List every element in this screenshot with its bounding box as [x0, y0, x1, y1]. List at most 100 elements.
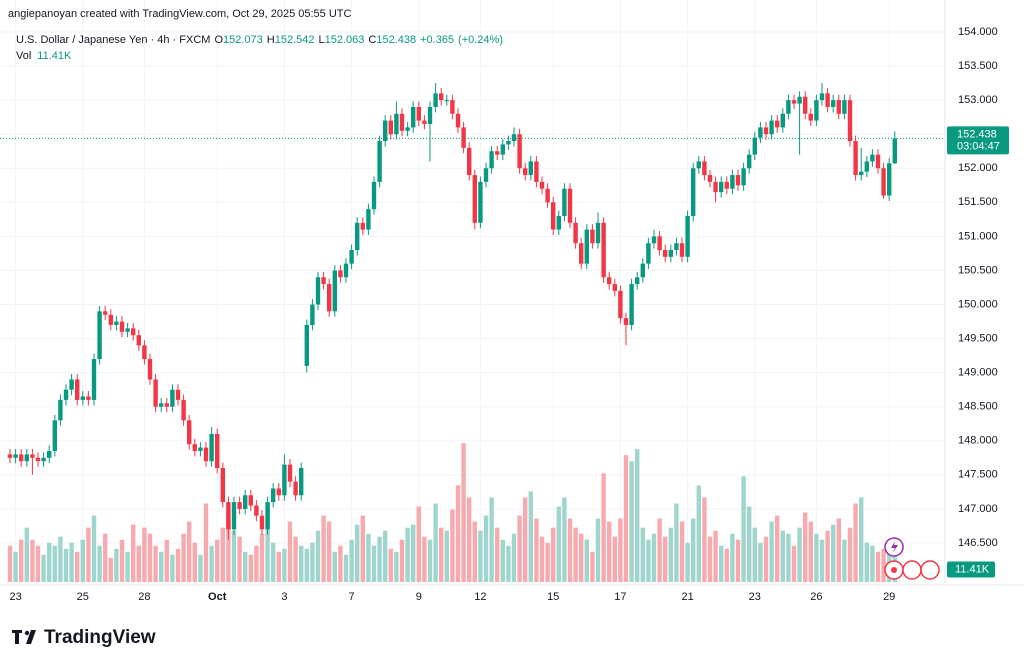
- candle-body: [315, 277, 321, 305]
- y-tick-label: 150.000: [958, 298, 998, 310]
- volume-bar: [523, 497, 528, 582]
- volume-bar: [724, 548, 729, 582]
- x-tick-label: 28: [138, 591, 150, 603]
- ohlc-label: H: [267, 34, 275, 46]
- volume-bar: [108, 557, 113, 582]
- volume-bar: [315, 530, 321, 582]
- x-tick-label: 25: [77, 591, 89, 603]
- candle-body: [332, 270, 337, 312]
- candle-body: [450, 100, 455, 114]
- change: +0.365: [420, 34, 454, 46]
- volume-bar: [237, 536, 242, 582]
- candle-body: [814, 100, 819, 121]
- candle-body: [797, 96, 802, 104]
- volume-bar: [231, 530, 237, 582]
- event-icon: [920, 560, 940, 580]
- x-tick-label: 29: [883, 591, 895, 603]
- price-pane: [0, 83, 945, 540]
- candle-body: [91, 359, 97, 400]
- candle-body: [159, 403, 164, 407]
- candle-body: [366, 209, 371, 230]
- volume-bar: [567, 518, 573, 582]
- volume-bar: [299, 545, 304, 582]
- candle-body: [327, 284, 332, 312]
- candle-body: [679, 243, 685, 257]
- last-volume-box: [947, 561, 995, 578]
- last-price-label: 152.438: [957, 128, 997, 140]
- candle-body: [220, 468, 225, 503]
- volume-bar: [495, 527, 500, 582]
- candle-body: [741, 168, 746, 186]
- x-tick-label: 21: [681, 591, 693, 603]
- volume-bar: [590, 551, 595, 582]
- volume-bar: [640, 527, 645, 582]
- volume-bar: [69, 542, 74, 582]
- y-tick-label: 149.000: [958, 367, 998, 379]
- candle-body: [153, 379, 158, 407]
- candle-body: [349, 250, 354, 264]
- volume-pane: [7, 443, 897, 582]
- candle-body: [517, 134, 522, 169]
- y-tick-label: 153.000: [958, 94, 998, 106]
- candle-body: [287, 464, 293, 482]
- candle-body: [859, 171, 864, 176]
- candle-body: [226, 502, 231, 530]
- candle-body: [97, 311, 102, 360]
- volume-bar: [752, 527, 757, 582]
- candle-body: [114, 321, 119, 325]
- candle-body: [7, 454, 13, 458]
- candle-body: [24, 454, 29, 462]
- volume-bar: [534, 518, 539, 582]
- volume-bar: [461, 443, 466, 582]
- candle-body: [136, 335, 141, 346]
- volume-bar: [215, 539, 220, 582]
- candle-body: [427, 106, 433, 124]
- volume-bar: [103, 533, 108, 582]
- candle-body: [265, 502, 270, 530]
- candle-body: [80, 396, 85, 400]
- y-tick-label: 149.500: [958, 332, 998, 344]
- candle-body: [383, 120, 388, 142]
- candle-body: [875, 154, 881, 169]
- y-tick-label: 148.000: [958, 435, 998, 447]
- volume-bar: [881, 548, 886, 582]
- volume-bar: [836, 518, 841, 582]
- volume-bar: [80, 539, 85, 582]
- candle-body: [713, 181, 718, 193]
- event-icon: [891, 541, 898, 553]
- volume-bar: [142, 527, 147, 582]
- logo-icon: [26, 630, 36, 644]
- volume-bar: [646, 539, 651, 582]
- volume-bar: [164, 539, 169, 582]
- candle-body: [579, 243, 584, 264]
- volume-bar: [394, 551, 399, 582]
- candle-body: [730, 175, 735, 189]
- volume-bar: [730, 533, 735, 582]
- x-tick-label: 23: [9, 591, 21, 603]
- volume-bar: [775, 515, 780, 582]
- candle-body: [444, 100, 449, 102]
- candle-body: [472, 175, 477, 223]
- volume-bar: [467, 497, 472, 582]
- candle-body: [388, 120, 393, 135]
- candle-body: [506, 141, 511, 145]
- candle-body: [142, 345, 147, 360]
- candle-body: [696, 161, 701, 169]
- volume-bar: [86, 527, 91, 582]
- volume-bar: [825, 530, 830, 582]
- y-tick-label: 150.500: [958, 264, 998, 276]
- volume-bar: [702, 497, 707, 582]
- volume-bar: [170, 554, 175, 582]
- volume-bar: [635, 449, 640, 582]
- volume-bar: [332, 551, 337, 582]
- candle-body: [702, 161, 707, 176]
- candle-body: [551, 202, 556, 230]
- volume-bar: [19, 539, 24, 582]
- candle-body: [495, 151, 500, 155]
- candle-body: [131, 328, 136, 336]
- volume-bar: [198, 554, 203, 582]
- candle-body: [467, 147, 472, 176]
- countdown-label: 03:04:47: [957, 140, 1000, 152]
- volume-bar: [192, 542, 197, 582]
- volume-name: Vol: [16, 50, 31, 62]
